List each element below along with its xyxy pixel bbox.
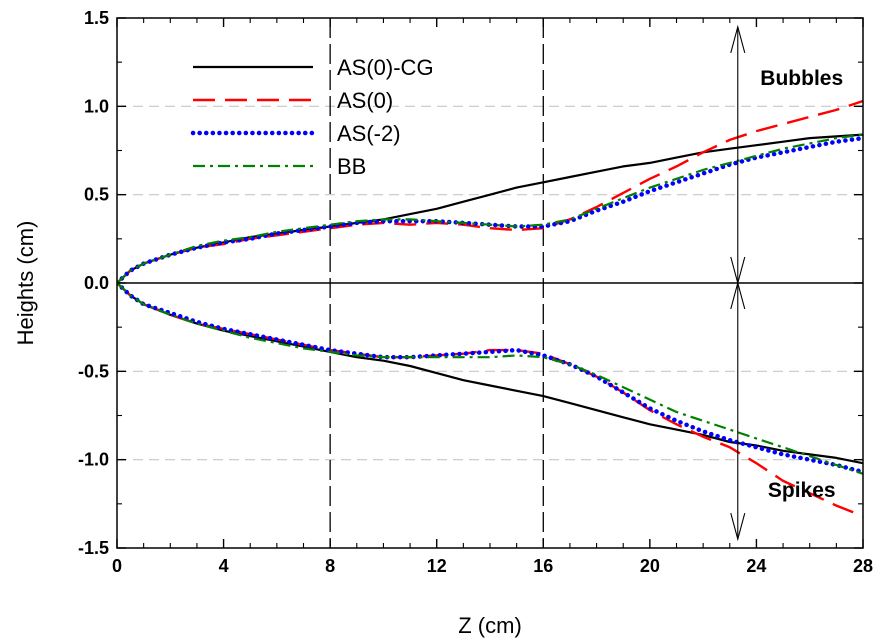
y-tick-label: 0.5	[84, 185, 109, 205]
double-arrows	[730, 24, 746, 542]
double-arrow	[730, 280, 746, 542]
x-tick-label: 28	[853, 556, 873, 576]
x-tick-label: 12	[427, 556, 447, 576]
reference-lines	[329, 18, 544, 548]
legend-item: AS(0)-CG	[193, 55, 434, 80]
x-axis-title: Z (cm)	[458, 613, 522, 638]
x-tick-label: 0	[112, 556, 122, 576]
x-tick-label: 4	[219, 556, 229, 576]
legend-item: BB	[193, 154, 366, 179]
y-axis-title: Heights (cm)	[13, 221, 38, 346]
legend-label: AS(0)-CG	[337, 55, 434, 80]
y-tick-label: 0.0	[84, 273, 109, 293]
y-tick-label: -1.5	[78, 538, 109, 558]
series-line-as-2-spikes	[117, 280, 863, 475]
axis-ticks: 0 4 8 12 16 20 24 28 -1.5 -1.0 -0.5 0.0 0.5 1.0 1.5	[78, 8, 873, 576]
legend-item: AS(0)	[193, 88, 393, 113]
annotation-bubbles: Bubbles	[760, 67, 843, 90]
x-tick-label: 24	[746, 556, 766, 576]
series-line-as-2-bubbles	[117, 135, 863, 286]
x-tick-label: 8	[325, 556, 335, 576]
legend-label: BB	[337, 154, 366, 179]
legend: AS(0)-CG AS(0) AS(-2) BB	[190, 55, 434, 179]
x-tick-label: 16	[533, 556, 553, 576]
series-group	[117, 99, 863, 518]
series-line-as-0-cg-spikes	[117, 282, 863, 465]
legend-item: AS(-2)	[190, 121, 401, 146]
y-tick-label: -0.5	[78, 361, 109, 381]
y-tick-label: -1.0	[78, 450, 109, 470]
legend-label: AS(0)	[337, 88, 393, 113]
y-tick-label: 1.0	[84, 96, 109, 116]
annotation-spikes: Spikes	[768, 479, 836, 502]
x-tick-label: 20	[640, 556, 660, 576]
y-tick-label: 1.5	[84, 8, 109, 28]
legend-label: AS(-2)	[337, 121, 401, 146]
